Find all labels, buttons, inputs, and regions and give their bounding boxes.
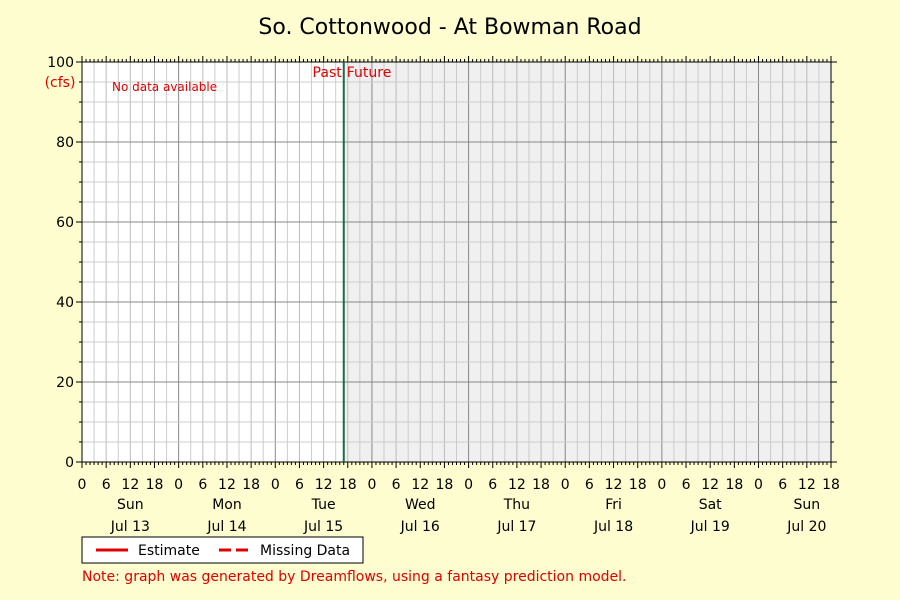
x-hour-label: 6 bbox=[295, 477, 304, 493]
x-hour-label: 6 bbox=[198, 477, 207, 493]
x-date-label: Jul 13 bbox=[110, 519, 150, 535]
y-tick-label: 0 bbox=[65, 455, 74, 471]
x-hour-label: 12 bbox=[411, 477, 429, 493]
x-hour-label: 18 bbox=[725, 477, 743, 493]
x-hour-label: 0 bbox=[561, 477, 570, 493]
x-hour-label: 12 bbox=[798, 477, 816, 493]
x-hour-label: 0 bbox=[78, 477, 87, 493]
x-date-label: Jul 18 bbox=[593, 519, 633, 535]
x-hour-label: 6 bbox=[392, 477, 401, 493]
x-hour-label: 6 bbox=[682, 477, 691, 493]
x-day-label: Sun bbox=[794, 497, 821, 513]
y-axis-unit-label: (cfs) bbox=[45, 75, 76, 91]
x-hour-label: 18 bbox=[532, 477, 550, 493]
future-label: Future bbox=[347, 65, 392, 81]
x-hour-label: 12 bbox=[701, 477, 719, 493]
x-hour-label: 6 bbox=[102, 477, 111, 493]
x-date-label: Jul 17 bbox=[496, 519, 536, 535]
x-hour-label: 6 bbox=[585, 477, 594, 493]
x-date-label: Jul 16 bbox=[400, 519, 440, 535]
x-hour-label: 18 bbox=[822, 477, 840, 493]
x-day-label: Sun bbox=[117, 497, 144, 513]
legend: Estimate Missing Data bbox=[81, 536, 364, 564]
x-hour-label: 0 bbox=[174, 477, 183, 493]
x-hour-label: 0 bbox=[754, 477, 763, 493]
no-data-label: No data available bbox=[112, 80, 217, 94]
x-hour-label: 18 bbox=[146, 477, 164, 493]
x-hour-label: 0 bbox=[657, 477, 666, 493]
x-hour-label: 6 bbox=[778, 477, 787, 493]
past-label: Past bbox=[313, 65, 343, 81]
y-tick-label: 100 bbox=[47, 55, 74, 71]
y-tick-label: 60 bbox=[56, 215, 74, 231]
x-hour-label: 0 bbox=[367, 477, 376, 493]
y-tick-label: 80 bbox=[56, 135, 74, 151]
x-date-label: Jul 15 bbox=[303, 519, 343, 535]
x-hour-label: 12 bbox=[508, 477, 526, 493]
x-day-label: Wed bbox=[405, 497, 436, 513]
x-day-label: Fri bbox=[605, 497, 622, 513]
y-tick-label: 40 bbox=[56, 295, 74, 311]
x-hour-label: 0 bbox=[271, 477, 280, 493]
footer-note: Note: graph was generated by Dreamflows,… bbox=[82, 569, 627, 585]
x-day-label: Mon bbox=[212, 497, 242, 513]
x-date-label: Jul 14 bbox=[206, 519, 246, 535]
x-hour-label: 18 bbox=[242, 477, 260, 493]
x-hour-label: 18 bbox=[629, 477, 647, 493]
x-hour-label: 12 bbox=[605, 477, 623, 493]
y-tick-label: 20 bbox=[56, 375, 74, 391]
x-hour-label: 6 bbox=[488, 477, 497, 493]
chart-title: So. Cottonwood - At Bowman Road bbox=[258, 15, 641, 40]
x-day-label: Sat bbox=[699, 497, 722, 513]
x-day-label: Tue bbox=[311, 497, 336, 513]
legend-estimate-label: Estimate bbox=[138, 543, 200, 559]
x-hour-label: 18 bbox=[339, 477, 357, 493]
x-hour-label: 0 bbox=[464, 477, 473, 493]
x-date-label: Jul 19 bbox=[690, 519, 730, 535]
x-hour-label: 12 bbox=[315, 477, 333, 493]
x-date-label: Jul 20 bbox=[786, 519, 826, 535]
x-day-label: Thu bbox=[503, 497, 530, 513]
x-hour-label: 18 bbox=[436, 477, 454, 493]
x-hour-label: 12 bbox=[121, 477, 139, 493]
x-hour-label: 12 bbox=[218, 477, 236, 493]
legend-missing-label: Missing Data bbox=[260, 543, 350, 559]
